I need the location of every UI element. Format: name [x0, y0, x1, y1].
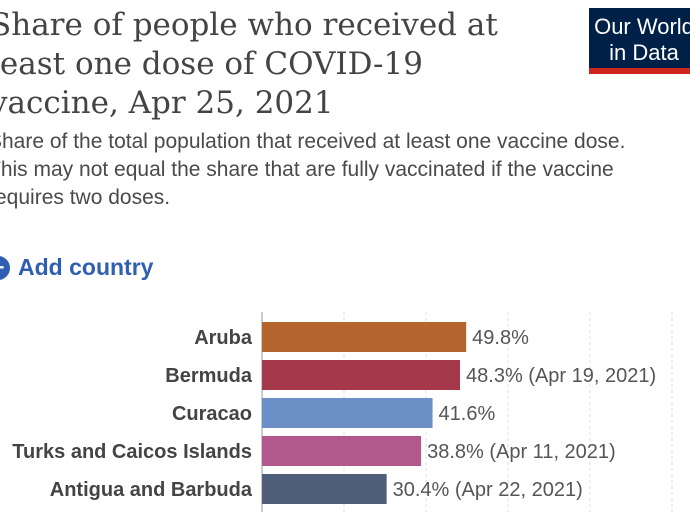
bar[interactable] — [262, 436, 422, 466]
add-country-button[interactable]: + Add country — [0, 254, 153, 281]
plus-circle-icon: + — [0, 255, 10, 280]
bar-chart: Aruba 49.8% Bermuda 48.3% (Apr 19, 2021) Cur… — [12, 312, 673, 512]
category-label: Curacao — [172, 403, 252, 425]
owid-logo[interactable]: Our World in Data — [589, 8, 690, 74]
category-label: Antigua and Barbuda — [50, 479, 253, 501]
category-label: Aruba — [194, 327, 253, 349]
chart-title: Share of people who received at least on… — [0, 7, 498, 121]
bar[interactable] — [262, 322, 467, 352]
chart-subtitle: Share of the total population that recei… — [0, 130, 626, 209]
category-label: Bermuda — [165, 365, 253, 387]
value-label: 41.6% — [439, 403, 496, 425]
value-label: 48.3% (Apr 19, 2021) — [466, 365, 656, 387]
value-label: 30.4% (Apr 22, 2021) — [393, 479, 583, 501]
category-label: Turks and Caicos Islands — [12, 441, 252, 463]
bar[interactable] — [262, 398, 433, 428]
bar[interactable] — [262, 360, 461, 390]
value-label: 38.8% (Apr 11, 2021) — [427, 441, 616, 463]
logo-line-2: in Data — [609, 40, 679, 65]
logo-line-1: Our World — [594, 14, 690, 39]
add-country-label: Add country — [18, 254, 154, 280]
value-label: 49.8% — [472, 327, 529, 349]
bar[interactable] — [262, 474, 387, 504]
